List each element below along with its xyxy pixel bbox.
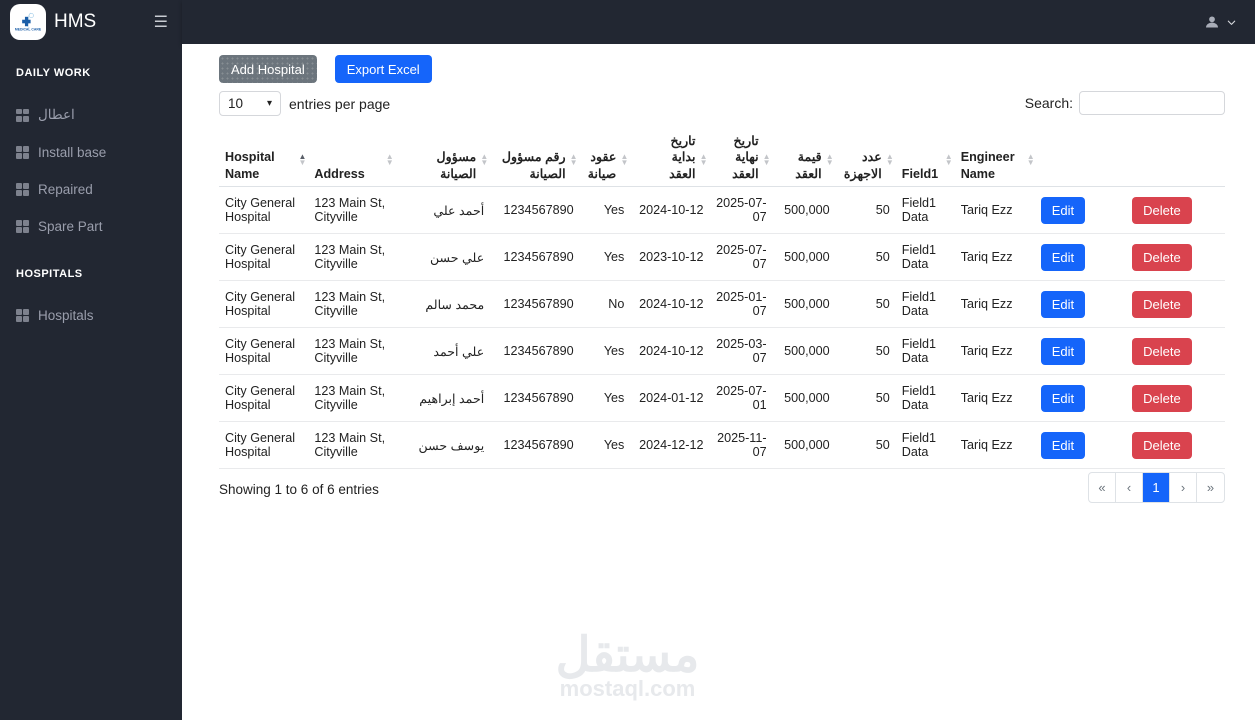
svg-text:MEDICAL CARE: MEDICAL CARE bbox=[15, 27, 41, 31]
